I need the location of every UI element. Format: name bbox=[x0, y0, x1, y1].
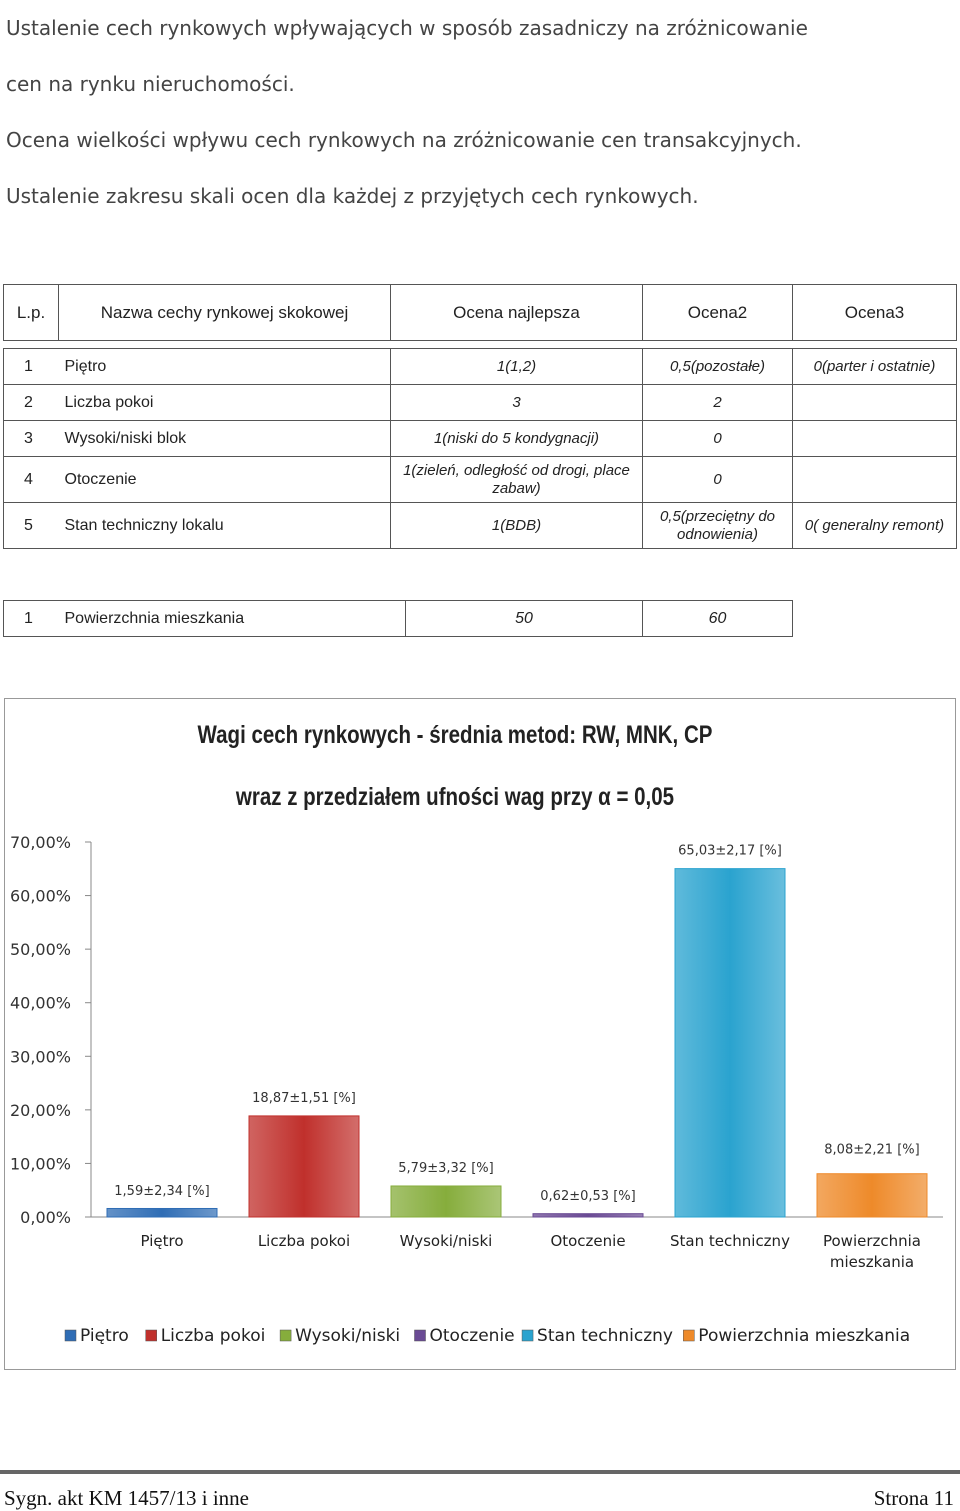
data-label: 18,87±1,51 [%] bbox=[252, 1091, 356, 1106]
legend-label: Stan techniczny bbox=[537, 1326, 673, 1346]
category-label: Liczba pokoi bbox=[258, 1232, 350, 1250]
header-name: Nazwa cechy rynkowej skokowej bbox=[58, 284, 391, 341]
table-row: 3 Wysoki/niski blok 1(niski do 5 kondygn… bbox=[3, 420, 957, 457]
bar bbox=[248, 1115, 360, 1218]
row-ocena2: 60 bbox=[642, 600, 793, 637]
category-label: Piętro bbox=[140, 1232, 183, 1250]
legend-swatch bbox=[414, 1329, 426, 1342]
intro-line-2: cen na rynku nieruchomości. bbox=[6, 72, 295, 96]
chart-subtitle: wraz z przedziałem ufności wag przy α = … bbox=[235, 783, 675, 811]
row-nr: 2 bbox=[3, 384, 59, 421]
chart-plot: 0,00% 10,00% 20,00% 30,00% 40,00% 50,00% 60,00… bbox=[10, 833, 943, 1346]
row-ocena3 bbox=[792, 420, 957, 457]
y-tick-label: 50,00% bbox=[10, 940, 71, 959]
table-row: 2 Liczba pokoi 3 2 bbox=[3, 384, 957, 421]
legend-swatch bbox=[145, 1329, 157, 1342]
bar bbox=[390, 1185, 502, 1218]
row-best: 1(niski do 5 kondygnacji) bbox=[390, 420, 643, 457]
row-name: Wysoki/niski blok bbox=[58, 420, 391, 457]
legend-label: Piętro bbox=[80, 1326, 129, 1346]
intro-line-4: Ustalenie zakresu skali ocen dla każdej … bbox=[6, 184, 699, 208]
row-best: 3 bbox=[390, 384, 643, 421]
bar bbox=[106, 1207, 218, 1218]
row-ocena2: 0 bbox=[642, 420, 793, 457]
row-name: Otoczenie bbox=[58, 456, 391, 503]
y-tick-label: 30,00% bbox=[10, 1047, 71, 1066]
data-label: 5,79±3,32 [%] bbox=[398, 1161, 493, 1176]
row-best: 50 bbox=[405, 600, 643, 637]
market-features-table: L.p. Nazwa cechy rynkowej skokowej Ocena… bbox=[3, 284, 957, 549]
row-nr: 1 bbox=[3, 348, 59, 385]
table-row: 1 Piętro 1(1,2) 0,5(pozostałe) 0(parter … bbox=[3, 348, 957, 385]
data-label: 0,62±0,53 [%] bbox=[540, 1189, 635, 1204]
row-name: Powierzchnia mieszkania bbox=[58, 600, 406, 637]
row-nr: 4 bbox=[3, 456, 59, 503]
header-ocena3: Ocena3 bbox=[792, 284, 957, 341]
header-ocena2: Ocena2 bbox=[642, 284, 793, 341]
row-best: 1(BDB) bbox=[390, 502, 643, 549]
category-label: Stan techniczny bbox=[670, 1232, 790, 1250]
legend-swatch bbox=[521, 1329, 534, 1342]
legend-label: Wysoki/niski bbox=[295, 1326, 400, 1346]
y-tick-label: 0,00% bbox=[20, 1208, 71, 1227]
row-name: Liczba pokoi bbox=[58, 384, 391, 421]
y-tick-label: 70,00% bbox=[10, 833, 71, 852]
table-row: 1 Powierzchnia mieszkania 50 60 bbox=[3, 600, 793, 637]
bar bbox=[674, 868, 786, 1218]
row-nr: 3 bbox=[3, 420, 59, 457]
row-name: Stan techniczny lokalu bbox=[58, 502, 391, 549]
intro-line-3: Ocena wielkości wpływu cech rynkowych na… bbox=[6, 128, 802, 152]
area-table: 1 Powierzchnia mieszkania 50 60 bbox=[3, 600, 793, 637]
chart-title: Wagi cech rynkowych - średnia metod: RW,… bbox=[197, 721, 713, 749]
y-tick-label: 10,00% bbox=[10, 1154, 71, 1173]
row-ocena2: 0,5(pozostałe) bbox=[642, 348, 793, 385]
row-name: Piętro bbox=[58, 348, 391, 385]
row-ocena3: 0(parter i ostatnie) bbox=[792, 348, 957, 385]
category-label: Wysoki/niski bbox=[400, 1232, 493, 1250]
row-best: 1(1,2) bbox=[390, 348, 643, 385]
row-nr: 1 bbox=[3, 600, 59, 637]
row-ocena3: 0( generalny remont) bbox=[792, 502, 957, 549]
intro-text: Ustalenie cech rynkowych wpływających w … bbox=[6, 0, 946, 224]
legend-swatch bbox=[683, 1329, 695, 1342]
bar bbox=[816, 1173, 928, 1218]
table-header-row: L.p. Nazwa cechy rynkowej skokowej Ocena… bbox=[3, 284, 957, 341]
header-lp: L.p. bbox=[3, 284, 59, 341]
category-label: Otoczenie bbox=[550, 1232, 625, 1250]
data-label: 65,03±2,17 [%] bbox=[678, 844, 782, 859]
footer-case-number: Sygn. akt KM 1457/13 i inne bbox=[4, 1486, 249, 1510]
header-best: Ocena najlepsza bbox=[390, 284, 643, 341]
category-label: mieszkania bbox=[830, 1253, 914, 1271]
row-ocena3 bbox=[792, 456, 957, 503]
row-ocena3 bbox=[792, 384, 957, 421]
data-label: 1,59±2,34 [%] bbox=[114, 1184, 209, 1199]
footer-divider bbox=[0, 1470, 960, 1474]
row-nr: 5 bbox=[3, 502, 59, 549]
y-tick-label: 40,00% bbox=[10, 994, 71, 1013]
legend-label: Liczba pokoi bbox=[161, 1326, 266, 1346]
legend-label: Powierzchnia mieszkania bbox=[698, 1326, 910, 1346]
weights-chart: Wagi cech rynkowych - średnia metod: RW,… bbox=[4, 698, 956, 1370]
intro-line-1: Ustalenie cech rynkowych wpływających w … bbox=[6, 16, 808, 40]
row-ocena2: 0,5(przeciętny do odnowienia) bbox=[642, 502, 793, 549]
data-label: 8,08±2,21 [%] bbox=[824, 1143, 919, 1158]
row-ocena2: 2 bbox=[642, 384, 793, 421]
row-best: 1(zieleń, odległość od drogi, place zaba… bbox=[390, 456, 643, 503]
legend-swatch bbox=[279, 1329, 292, 1342]
table-row: 5 Stan techniczny lokalu 1(BDB) 0,5(prze… bbox=[3, 502, 957, 549]
category-label: Powierzchnia bbox=[823, 1232, 921, 1250]
footer-page-number: Strona 11 bbox=[873, 1486, 954, 1510]
legend-label: Otoczenie bbox=[430, 1326, 515, 1346]
y-tick-label: 60,00% bbox=[10, 887, 71, 906]
table-row: 4 Otoczenie 1(zieleń, odległość od drogi… bbox=[3, 456, 957, 503]
y-tick-label: 20,00% bbox=[10, 1101, 71, 1120]
bar bbox=[532, 1213, 644, 1218]
row-ocena2: 0 bbox=[642, 456, 793, 503]
legend-swatch bbox=[64, 1329, 77, 1342]
